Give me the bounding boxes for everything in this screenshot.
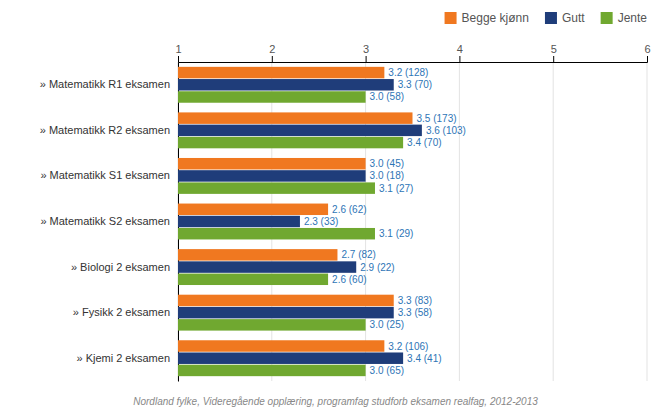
bars	[178, 67, 422, 376]
x-tick-label: 3	[363, 43, 369, 55]
data-label: 2.3 (33)	[304, 216, 338, 227]
footer: Nordland fylke, Videregående opplæring, …	[133, 396, 538, 407]
data-label: 3.4 (41)	[407, 353, 441, 364]
x-tick-line	[366, 56, 367, 62]
category-label: » Matematikk S2 eksamen	[40, 215, 170, 227]
bar	[178, 352, 403, 363]
y-tick: » Matematikk S2 eksamen	[40, 215, 178, 227]
legend-label: Begge kjønn	[462, 11, 529, 25]
grid-line	[459, 62, 460, 381]
grid	[178, 62, 647, 381]
legend-item: Jente	[601, 11, 648, 25]
bar	[178, 274, 328, 285]
bar	[178, 307, 394, 318]
grid-line	[553, 62, 554, 381]
data-label: 2.7 (82)	[341, 249, 375, 260]
data-label: 3.4 (70)	[407, 137, 441, 148]
data-label: 3.1 (29)	[379, 228, 413, 239]
data-label: 2.6 (60)	[332, 274, 366, 285]
x-tick-label: 5	[551, 43, 557, 55]
bar	[178, 228, 375, 239]
legend-item: Begge kjønn	[445, 11, 529, 25]
grid-line	[365, 62, 366, 381]
data-label: 3.5 (173)	[417, 113, 457, 124]
y-tick: » Matematikk S1 eksamen	[40, 169, 178, 181]
category-label: » Biologi 2 eksamen	[71, 261, 170, 273]
bar	[178, 137, 403, 148]
x-tick-line	[272, 56, 273, 62]
bar	[178, 182, 375, 193]
data-labels: 3.2 (128) 3.5 (173) 3.0 (45) 2.6 (62) 2.7 (8…	[304, 67, 466, 376]
x-tick: 1	[175, 43, 181, 62]
x-tick: 6	[644, 43, 650, 62]
x-tick-line	[647, 56, 648, 62]
bar	[178, 158, 366, 169]
x-tick-label: 2	[269, 43, 275, 55]
x-tick-line	[459, 56, 460, 62]
data-label: 3.2 (106)	[388, 341, 428, 352]
data-label: 3.0 (25)	[370, 319, 404, 330]
data-label: 3.3 (58)	[398, 307, 432, 318]
x-tick-label: 1	[175, 43, 181, 55]
bar	[178, 249, 337, 260]
category-label: » Matematikk R1 eksamen	[40, 78, 170, 90]
data-label: 3.0 (65)	[370, 365, 404, 376]
grid-line	[647, 62, 648, 381]
data-label: 2.6 (62)	[332, 204, 366, 215]
x-tick: 3	[363, 43, 369, 62]
bar	[178, 204, 328, 215]
bar	[178, 365, 366, 376]
y-tick: » Fysikk 2 eksamen	[73, 306, 178, 318]
bar	[178, 340, 384, 351]
data-label: 3.0 (45)	[370, 158, 404, 169]
data-label: 3.0 (58)	[370, 91, 404, 102]
bar	[178, 67, 384, 78]
category-label: » Kjemi 2 eksamen	[76, 352, 170, 364]
legend-swatch	[445, 12, 457, 24]
bar	[178, 91, 366, 102]
bar	[178, 112, 413, 123]
data-label: 3.2 (128)	[388, 67, 428, 78]
bar	[178, 216, 300, 227]
legend-label: Gutt	[562, 11, 585, 25]
x-tick: 2	[269, 43, 275, 62]
x-tick-label: 4	[457, 43, 463, 55]
plot: 123456» Matematikk R1 eksamen» Matematik…	[40, 43, 651, 382]
legend-label: Jente	[618, 11, 648, 25]
x-tick-line	[178, 56, 179, 62]
data-label: 2.9 (22)	[360, 262, 394, 273]
bar	[178, 79, 394, 90]
data-label: 3.3 (70)	[398, 79, 432, 90]
category-label: » Fysikk 2 eksamen	[73, 306, 170, 318]
category-label: » Matematikk S1 eksamen	[40, 169, 170, 181]
bar	[178, 261, 356, 272]
x-tick: 4	[457, 43, 463, 62]
y-axis: » Matematikk R1 eksamen » Matematikk R2 e…	[40, 63, 179, 382]
data-label: 3.6 (103)	[426, 125, 466, 136]
x-tick: 5	[551, 43, 557, 62]
category-label: » Matematikk R2 eksamen	[40, 124, 170, 136]
y-tick: » Matematikk R1 eksamen	[40, 78, 178, 90]
x-axis: 1 2 3 4 5 6	[175, 43, 650, 63]
y-tick: » Matematikk R2 eksamen	[40, 124, 178, 136]
legend-swatch	[545, 12, 557, 24]
legend-swatch	[601, 12, 613, 24]
bar	[178, 125, 422, 136]
bar	[178, 170, 366, 181]
bar	[178, 319, 366, 330]
x-tick-label: 6	[644, 43, 650, 55]
legend-item: Gutt	[545, 11, 585, 25]
x-tick-line	[553, 56, 554, 62]
legend: Begge kjønn Gutt Jente	[445, 11, 648, 25]
y-tick: » Biologi 2 eksamen	[71, 261, 178, 273]
data-label: 3.3 (83)	[398, 295, 432, 306]
y-tick: » Kjemi 2 eksamen	[76, 352, 178, 364]
x-axis-domain	[179, 56, 648, 63]
data-label: 3.1 (27)	[379, 183, 413, 194]
chart: 123456» Matematikk R1 eksamen» Matematik…	[0, 0, 671, 413]
data-label: 3.0 (18)	[370, 170, 404, 181]
bar	[178, 295, 394, 306]
